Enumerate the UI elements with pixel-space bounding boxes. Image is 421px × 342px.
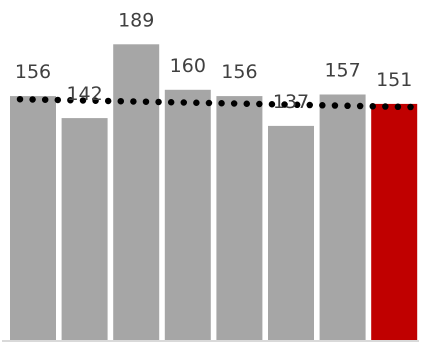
data-labels-layer: 156 142 189 160 156 137 157 151: [15, 9, 412, 113]
data-label-3: 189: [118, 9, 154, 31]
data-label-2: 142: [66, 83, 102, 105]
bar-2: [61, 118, 108, 341]
data-label-5: 156: [221, 61, 257, 83]
bar-6: [268, 125, 314, 342]
data-label-8: 151: [376, 69, 412, 91]
bar-7: [319, 94, 366, 341]
bar-8: [371, 103, 418, 342]
data-label-7: 157: [324, 60, 360, 82]
bar-5: [216, 96, 263, 341]
trendline-layer: [16, 95, 417, 111]
bar-3: [113, 44, 160, 342]
data-label-4: 160: [170, 55, 206, 77]
trendline: [16, 95, 417, 111]
bars-layer: [10, 44, 418, 342]
data-label-1: 156: [15, 61, 51, 83]
data-label-6: 137: [273, 91, 309, 113]
bar-4: [164, 89, 211, 341]
bar-1: [10, 96, 56, 341]
